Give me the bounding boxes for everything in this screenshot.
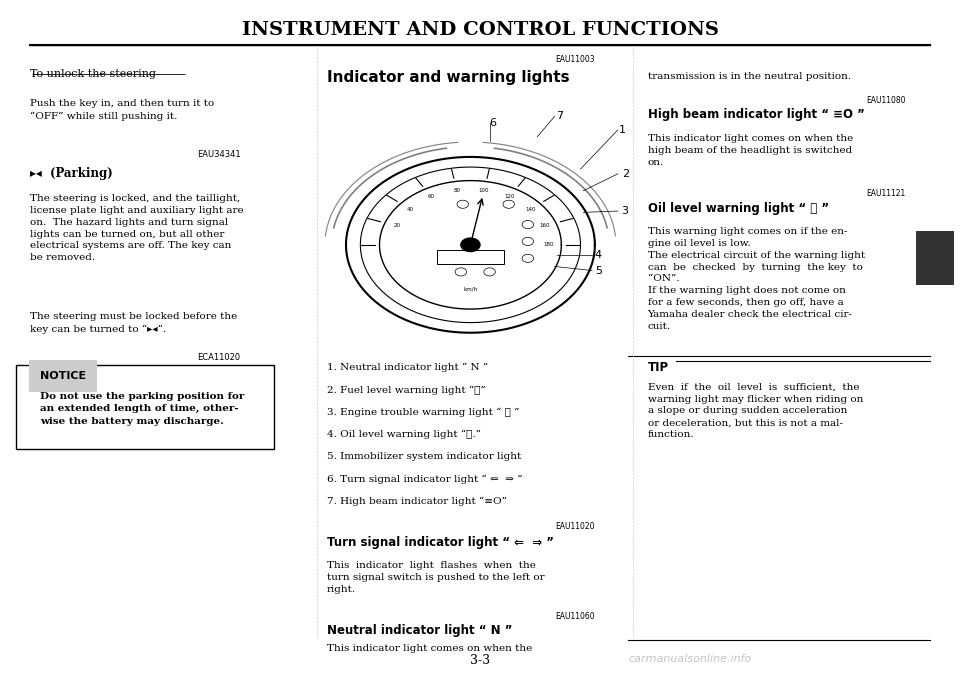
Text: Push the key in, and then turn it to
“OFF” while still pushing it.: Push the key in, and then turn it to “OF… <box>30 99 214 121</box>
Circle shape <box>484 268 495 276</box>
Text: carmanualsonline.info: carmanualsonline.info <box>629 654 753 664</box>
Text: Neutral indicator light “ N ”: Neutral indicator light “ N ” <box>326 624 513 637</box>
Circle shape <box>522 238 534 246</box>
Text: 1: 1 <box>619 125 626 135</box>
Bar <box>437 251 504 263</box>
Text: EAU11080: EAU11080 <box>867 96 906 105</box>
Text: The steering must be locked before the
key can be turned to “▸◂”.: The steering must be locked before the k… <box>30 312 237 333</box>
Text: 3: 3 <box>929 251 940 266</box>
Text: EAU11121: EAU11121 <box>867 189 906 198</box>
Text: 6: 6 <box>490 118 496 128</box>
Text: transmission is in the neutral position.: transmission is in the neutral position. <box>647 73 851 81</box>
Text: ▸◂  (Parking): ▸◂ (Parking) <box>30 167 113 180</box>
Text: INSTRUMENT AND CONTROL FUNCTIONS: INSTRUMENT AND CONTROL FUNCTIONS <box>242 20 718 39</box>
Text: 4: 4 <box>595 250 602 260</box>
Text: 1. Neutral indicator light “ N ”: 1. Neutral indicator light “ N ” <box>326 363 488 373</box>
Text: 140: 140 <box>525 206 536 212</box>
Circle shape <box>503 200 515 208</box>
Text: EAU34341: EAU34341 <box>197 150 241 159</box>
Text: The steering is locked, and the taillight,
license plate light and auxiliary lig: The steering is locked, and the tailligh… <box>30 194 244 262</box>
Text: High beam indicator light “ ≡O ”: High beam indicator light “ ≡O ” <box>647 108 864 122</box>
Text: To unlock the steering: To unlock the steering <box>30 69 156 79</box>
Text: 180: 180 <box>543 242 554 247</box>
Text: 7. High beam indicator light “≡O”: 7. High beam indicator light “≡O” <box>326 497 507 507</box>
Text: This indicator light comes on when the
high beam of the headlight is switched
on: This indicator light comes on when the h… <box>647 134 852 166</box>
FancyBboxPatch shape <box>15 365 275 449</box>
Text: NOTICE: NOTICE <box>39 371 85 382</box>
Text: 80: 80 <box>453 187 460 193</box>
Text: EAU11020: EAU11020 <box>556 522 595 531</box>
Text: EAU11060: EAU11060 <box>555 612 595 621</box>
Text: 5. Immobilizer system indicator light: 5. Immobilizer system indicator light <box>326 452 521 462</box>
Text: 3: 3 <box>622 206 629 216</box>
Text: 3-3: 3-3 <box>470 655 490 667</box>
Text: Even  if  the  oil  level  is  sufficient,  the
warning light may flicker when r: Even if the oil level is sufficient, the… <box>647 383 863 439</box>
Text: 3. Engine trouble warning light “ ⛔ ”: 3. Engine trouble warning light “ ⛔ ” <box>326 408 519 417</box>
Text: 2: 2 <box>622 169 629 179</box>
Text: 40: 40 <box>407 206 414 212</box>
Text: This warning light comes on if the en-
gine oil level is low.
The electrical cir: This warning light comes on if the en- g… <box>647 227 865 331</box>
Text: This indicator light comes on when the: This indicator light comes on when the <box>326 644 532 653</box>
Text: 5: 5 <box>595 265 602 276</box>
Circle shape <box>522 255 534 262</box>
Text: Indicator and warning lights: Indicator and warning lights <box>326 71 569 86</box>
Text: 160: 160 <box>539 223 549 228</box>
FancyBboxPatch shape <box>916 232 954 285</box>
Text: 6. Turn signal indicator light “ ⇐  ⇒ ”: 6. Turn signal indicator light “ ⇐ ⇒ ” <box>326 475 522 484</box>
Text: EAU11003: EAU11003 <box>555 56 595 65</box>
Text: 20: 20 <box>394 223 400 228</box>
Circle shape <box>522 221 534 229</box>
Text: This  indicator  light  flashes  when  the
turn signal switch is pushed to the l: This indicator light flashes when the tu… <box>326 562 544 594</box>
Text: km/h: km/h <box>464 287 477 291</box>
Text: 120: 120 <box>504 194 515 200</box>
Text: Turn signal indicator light “ ⇐  ⇒ ”: Turn signal indicator light “ ⇐ ⇒ ” <box>326 536 554 549</box>
Circle shape <box>455 268 467 276</box>
Text: 2. Fuel level warning light “⛽”: 2. Fuel level warning light “⛽” <box>326 386 486 394</box>
Text: Oil level warning light “ 🛢 ”: Oil level warning light “ 🛢 ” <box>647 202 828 215</box>
Circle shape <box>457 200 468 208</box>
Text: ECA11020: ECA11020 <box>198 353 241 362</box>
Text: TIP: TIP <box>647 361 668 374</box>
Text: 60: 60 <box>428 194 435 200</box>
Circle shape <box>461 238 480 252</box>
Text: Do not use the parking position for
an extended length of time, other-
wise the : Do not use the parking position for an e… <box>39 392 244 426</box>
Text: 4. Oil level warning light “🛢.”: 4. Oil level warning light “🛢.” <box>326 430 481 439</box>
Text: 7: 7 <box>557 111 564 122</box>
Text: 100: 100 <box>479 187 490 193</box>
